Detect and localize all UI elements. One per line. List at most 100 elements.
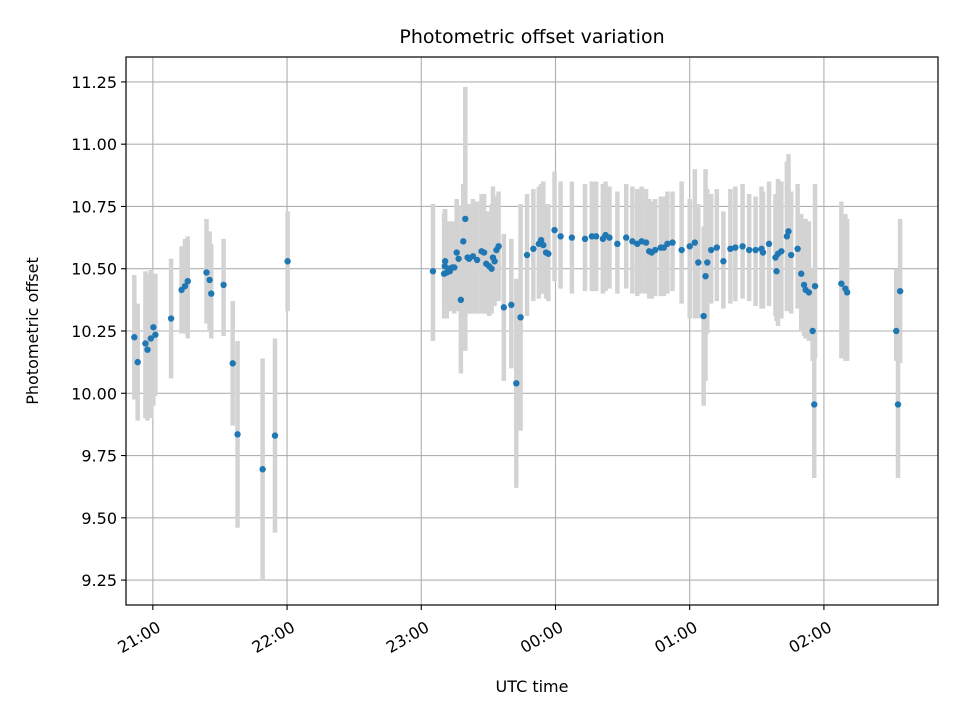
data-point: [778, 248, 785, 255]
data-point: [592, 233, 600, 240]
data-point: [537, 236, 545, 244]
data-point: [686, 243, 693, 250]
data-point: [208, 290, 215, 297]
data-point: [530, 245, 537, 252]
data-point: [181, 282, 189, 290]
data-point: [220, 281, 227, 289]
data-point: [551, 226, 558, 234]
data-point: [150, 324, 157, 331]
data-point: [517, 314, 524, 321]
data-point: [702, 273, 709, 280]
data-point: [652, 246, 659, 254]
data-point: [234, 431, 241, 438]
data-point: [229, 360, 236, 367]
data-point: [765, 240, 773, 248]
data-point: [798, 270, 805, 277]
data-point: [453, 249, 460, 256]
data-point: [152, 331, 159, 338]
data-point: [678, 246, 685, 254]
data-point: [811, 401, 818, 408]
data-point: [451, 264, 458, 271]
data-point: [623, 234, 630, 241]
data-point: [704, 259, 711, 266]
y-tick-label: 11.00: [71, 135, 117, 154]
data-point: [500, 304, 508, 311]
data-point: [843, 289, 851, 296]
data-point: [206, 276, 213, 284]
data-points: [131, 215, 904, 473]
data-point: [664, 240, 671, 248]
data-point: [773, 268, 780, 275]
data-point: [785, 228, 792, 235]
data-point: [513, 380, 520, 387]
data-point: [893, 327, 900, 335]
data-point: [284, 258, 291, 265]
y-tick-label: 10.50: [71, 260, 117, 279]
data-point: [745, 246, 753, 254]
data-point: [480, 249, 488, 256]
data-point: [759, 249, 767, 256]
data-point: [800, 281, 808, 289]
data-point: [495, 243, 502, 250]
data-point: [805, 289, 813, 296]
data-point: [838, 280, 845, 287]
y-tick-label: 10.25: [71, 322, 117, 341]
x-axis-label: UTC time: [496, 677, 569, 696]
y-axis: 9.25 9.50 9.75 10.00 10.25 10.50 10.75 11.00 11.…: [71, 73, 126, 590]
data-point: [460, 238, 467, 245]
data-point: [606, 234, 613, 241]
data-point: [142, 340, 149, 347]
data-point: [811, 282, 819, 290]
data-point: [794, 245, 801, 252]
data-point: [568, 234, 576, 241]
data-point: [581, 235, 589, 243]
data-point: [700, 312, 707, 320]
data-point: [147, 335, 155, 342]
data-point: [727, 245, 734, 252]
data-point: [669, 239, 676, 246]
data-point: [691, 239, 699, 246]
data-point: [707, 246, 715, 254]
y-tick-label: 11.25: [71, 73, 117, 92]
data-point: [455, 255, 462, 262]
data-point: [441, 258, 449, 265]
data-point: [131, 334, 138, 341]
data-point: [629, 238, 636, 245]
data-point: [134, 358, 141, 366]
data-point: [557, 233, 564, 240]
data-point: [614, 240, 621, 248]
y-tick-label: 10.00: [71, 384, 117, 403]
data-point: [720, 258, 727, 265]
y-tick-label: 9.75: [81, 447, 117, 466]
data-point: [739, 243, 746, 250]
data-point: [508, 301, 515, 309]
data-point: [457, 296, 465, 304]
chart-title: Photometric offset variation: [399, 26, 664, 48]
data-point: [545, 250, 552, 257]
y-tick-label: 9.25: [81, 571, 117, 590]
data-point: [540, 241, 547, 249]
data-point: [167, 315, 175, 322]
data-point: [732, 244, 739, 251]
data-point: [896, 287, 904, 295]
data-point: [695, 259, 702, 266]
data-point: [203, 269, 210, 276]
data-point: [809, 327, 816, 335]
data-point: [184, 277, 191, 285]
data-point: [894, 401, 902, 408]
data-point: [271, 432, 279, 439]
data-point: [713, 244, 721, 251]
data-point: [787, 251, 795, 259]
data-point: [469, 253, 477, 260]
data-point: [642, 239, 650, 246]
data-point: [752, 246, 759, 254]
data-point: [144, 346, 151, 353]
data-point: [259, 466, 266, 473]
data-point: [462, 215, 469, 223]
data-point: [488, 265, 495, 272]
data-point: [523, 251, 531, 259]
data-point: [783, 233, 791, 240]
data-point: [491, 258, 498, 265]
y-axis-label: Photometric offset: [23, 257, 42, 405]
